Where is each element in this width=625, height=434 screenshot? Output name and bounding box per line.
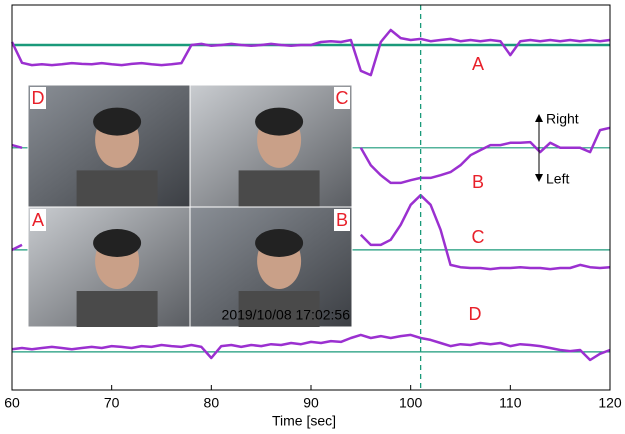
- photo-label-bg: [30, 87, 46, 109]
- x-tick-label: 110: [499, 395, 522, 411]
- x-tick-label: 90: [303, 395, 319, 411]
- series-line: [10, 28, 611, 77]
- photo-body: [76, 291, 158, 327]
- arrow-head: [535, 114, 543, 182]
- x-tick-label: 120: [598, 395, 622, 411]
- photo-label: A: [32, 210, 44, 230]
- series-label: C: [472, 227, 485, 247]
- photo-timestamp: 2019/10/08 17:02:56: [222, 307, 351, 323]
- direction-label: Right: [546, 111, 579, 127]
- photo-hair: [93, 107, 142, 136]
- x-tick-label: 70: [104, 395, 120, 411]
- x-tick-label: 60: [4, 395, 20, 411]
- photo-label: B: [336, 210, 348, 230]
- photo-body: [238, 170, 320, 207]
- x-axis-label: Time [sec]: [272, 413, 336, 429]
- series-label: D: [469, 304, 482, 324]
- photo-label-bg: [334, 87, 350, 109]
- series-line: [11, 333, 611, 362]
- series-label: A: [472, 54, 484, 74]
- series-line: [11, 126, 611, 185]
- photo-body: [76, 170, 158, 207]
- direction-label: Left: [546, 171, 569, 187]
- photo-body: [238, 291, 320, 327]
- series-label: B: [472, 172, 484, 192]
- photo-hair: [93, 229, 142, 257]
- x-tick-label: 80: [204, 395, 220, 411]
- photo-label-bg: [30, 209, 46, 231]
- series-line: [11, 193, 611, 271]
- photo-label: C: [336, 88, 349, 108]
- photo-label: D: [32, 88, 45, 108]
- x-tick-label: 100: [399, 395, 423, 411]
- photo-label-bg: [334, 209, 350, 231]
- photo-hair: [255, 107, 304, 136]
- photo-hair: [255, 229, 304, 257]
